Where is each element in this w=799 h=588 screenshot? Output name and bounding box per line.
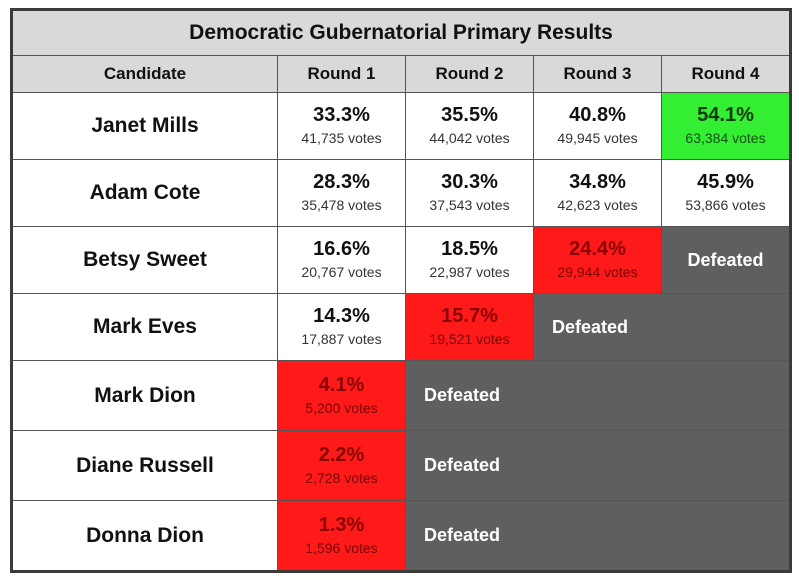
defeated-cell: Defeated <box>660 226 792 294</box>
result-votes: 19,521 votes <box>429 331 510 347</box>
result-votes: 35,478 votes <box>301 197 382 213</box>
result-percent: 54.1% <box>697 104 754 126</box>
round-1-result: 16.6% 20,767 votes <box>277 226 406 294</box>
round-3-result: 40.8% 49,945 votes <box>533 92 662 160</box>
result-percent: 15.7% <box>441 305 498 327</box>
round-3-result: 34.8% 42,623 votes <box>533 159 662 227</box>
result-votes: 42,623 votes <box>557 197 638 213</box>
result-votes: 22,987 votes <box>429 264 510 280</box>
round-4-result: 45.9% 53,866 votes <box>660 159 792 227</box>
candidate-name: Diane Russell <box>11 430 278 501</box>
result-votes: 29,944 votes <box>557 264 638 280</box>
result-percent: 45.9% <box>697 171 754 193</box>
result-percent: 28.3% <box>313 171 370 193</box>
round-1-result: 14.3% 17,887 votes <box>277 293 406 361</box>
result-percent: 24.4% <box>569 238 626 260</box>
table-row: Mark Dion 4.1% 5,200 votes Defeated <box>11 360 792 431</box>
result-percent: 35.5% <box>441 104 498 126</box>
header-row: Candidate Round 1 Round 2 Round 3 Round … <box>11 55 792 93</box>
candidate-name: Mark Dion <box>11 360 278 431</box>
result-percent: 40.8% <box>569 104 626 126</box>
table-title: Democratic Gubernatorial Primary Results <box>10 9 792 56</box>
round-1-result: 28.3% 35,478 votes <box>277 159 406 227</box>
defeated-cell: Defeated <box>404 500 792 572</box>
result-votes: 20,767 votes <box>301 264 382 280</box>
result-percent: 4.1% <box>318 373 365 396</box>
header-round-3: Round 3 <box>533 55 662 93</box>
result-votes: 5,200 votes <box>305 399 378 416</box>
result-votes: 44,042 votes <box>429 130 510 146</box>
result-votes: 63,384 votes <box>685 130 766 146</box>
defeated-cell: Defeated <box>404 360 792 431</box>
result-percent: 33.3% <box>313 104 370 126</box>
candidate-name: Adam Cote <box>11 159 278 227</box>
result-votes: 17,887 votes <box>301 331 382 347</box>
candidate-name: Janet Mills <box>11 92 278 160</box>
round-2-result: 30.3% 37,543 votes <box>405 159 534 227</box>
result-votes: 37,543 votes <box>429 197 510 213</box>
results-table: Democratic Gubernatorial Primary Results… <box>10 8 793 573</box>
result-percent: 1.3% <box>318 513 365 536</box>
round-4-result-winner: 54.1% 63,384 votes <box>660 92 792 160</box>
header-round-4: Round 4 <box>660 55 792 93</box>
table-row: Betsy Sweet 16.6% 20,767 votes 18.5% 22,… <box>11 226 792 294</box>
round-2-result: 35.5% 44,042 votes <box>405 92 534 160</box>
result-percent: 30.3% <box>441 171 498 193</box>
result-votes: 1,596 votes <box>305 539 378 556</box>
result-votes: 41,735 votes <box>301 130 382 146</box>
header-candidate: Candidate <box>11 55 278 93</box>
result-percent: 2.2% <box>318 443 365 466</box>
candidate-name: Betsy Sweet <box>11 226 278 294</box>
result-percent: 18.5% <box>441 238 498 260</box>
candidate-name: Donna Dion <box>11 500 278 572</box>
header-round-2: Round 2 <box>405 55 534 93</box>
round-2-result-eliminated: 15.7% 19,521 votes <box>405 293 534 361</box>
table-row: Mark Eves 14.3% 17,887 votes 15.7% 19,52… <box>11 293 792 361</box>
result-votes: 53,866 votes <box>685 197 766 213</box>
candidate-name: Mark Eves <box>11 293 278 361</box>
result-votes: 2,728 votes <box>305 469 378 486</box>
defeated-cell: Defeated <box>404 430 792 501</box>
results-table-container: Democratic Gubernatorial Primary Results… <box>10 8 793 573</box>
result-votes: 49,945 votes <box>557 130 638 146</box>
round-1-result: 33.3% 41,735 votes <box>277 92 406 160</box>
round-3-result-eliminated: 24.4% 29,944 votes <box>533 226 662 294</box>
result-percent: 34.8% <box>569 171 626 193</box>
table-row: Diane Russell 2.2% 2,728 votes Defeated <box>11 430 792 501</box>
table-row: Adam Cote 28.3% 35,478 votes 30.3% 37,54… <box>11 159 792 227</box>
result-percent: 16.6% <box>313 238 370 260</box>
round-1-result-eliminated: 2.2% 2,728 votes <box>277 430 406 501</box>
header-round-1: Round 1 <box>277 55 406 93</box>
round-1-result-eliminated: 1.3% 1,596 votes <box>277 500 406 572</box>
table-row: Janet Mills 33.3% 41,735 votes 35.5% 44,… <box>11 92 792 160</box>
defeated-cell: Defeated <box>532 293 792 361</box>
round-2-result: 18.5% 22,987 votes <box>405 226 534 294</box>
round-1-result-eliminated: 4.1% 5,200 votes <box>277 360 406 431</box>
table-row: Donna Dion 1.3% 1,596 votes Defeated <box>11 500 792 572</box>
result-percent: 14.3% <box>313 305 370 327</box>
